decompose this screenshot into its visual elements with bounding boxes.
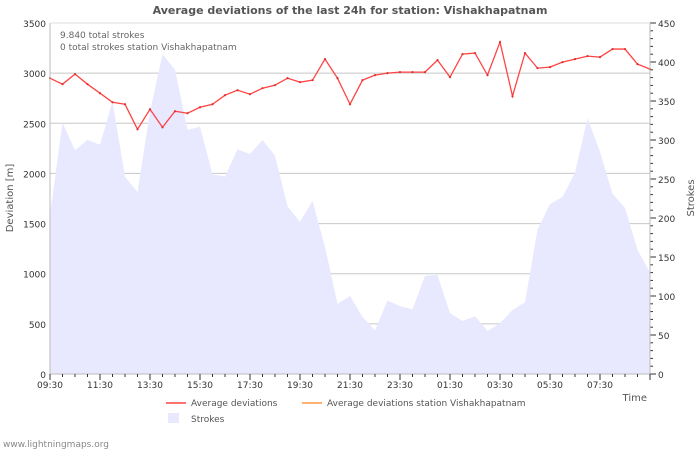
avg-deviation-point — [623, 47, 627, 51]
x-tick-label: 09:30 — [37, 381, 63, 391]
y2-tick-label: 200 — [658, 215, 675, 225]
avg-deviation-point — [611, 47, 614, 51]
avg-deviation-point — [61, 83, 64, 86]
y2-tick-label: 450 — [658, 20, 675, 30]
avg-deviation-line — [49, 39, 651, 131]
avg-deviation-point — [248, 93, 252, 96]
y2-axis-label: Strokes — [686, 179, 697, 216]
avg-deviation-point — [323, 58, 327, 61]
avg-deviation-point — [286, 77, 289, 80]
avg-deviation-point — [598, 55, 602, 59]
avg-deviation-point — [523, 51, 527, 55]
avg-deviation-point — [473, 51, 477, 55]
x-tick-label: 05:30 — [537, 381, 563, 391]
avg-deviation-point — [411, 71, 414, 74]
x-tick-label: 19:30 — [287, 381, 313, 391]
avg-deviation-point — [98, 92, 102, 95]
y2-tick-label: 0 — [658, 371, 664, 381]
avg-deviation-point — [361, 79, 364, 82]
y2-tick-label: 350 — [658, 98, 675, 108]
avg-deviation-point — [223, 94, 227, 97]
avg-deviation-point — [573, 58, 577, 61]
x-tick-label: 11:30 — [87, 381, 113, 391]
x-tick-label: 01:30 — [437, 381, 463, 391]
legend: Average deviations Average deviations st… — [166, 399, 526, 425]
avg-deviation-point — [423, 71, 427, 74]
avg-deviation-point — [461, 52, 464, 56]
chart-title: Average deviations of the last 24h for s… — [153, 4, 548, 17]
avg-deviation-point — [398, 71, 402, 74]
x-tick-label: 23:30 — [387, 381, 413, 391]
avg-deviation-point — [236, 89, 239, 92]
avg-deviation-point — [536, 67, 539, 70]
y2-tick-label: 100 — [658, 293, 675, 303]
avg-deviation-point — [86, 83, 89, 86]
avg-deviation-point — [636, 63, 639, 66]
avg-deviation-point — [348, 103, 352, 106]
avg-deviation-point — [298, 81, 302, 84]
avg-deviation-point — [186, 112, 189, 115]
y2-tick-label: 400 — [658, 59, 675, 69]
x-tick-label: 15:30 — [187, 381, 213, 391]
avg-deviation-point — [511, 95, 514, 98]
y-tick-label: 2000 — [23, 170, 46, 180]
avg-deviation-point — [498, 40, 502, 44]
x-tick-label: 21:30 — [337, 381, 363, 391]
footer-link[interactable]: www.lightningmaps.org — [3, 440, 109, 450]
annotation-station-strokes: 0 total strokes station Vishakhapatnam — [60, 43, 237, 53]
legend-label-avg: Average deviations — [191, 399, 278, 409]
avg-deviation-point — [486, 74, 489, 77]
x-tick-label: 07:30 — [587, 381, 613, 391]
avg-deviation-point — [386, 72, 389, 75]
avg-deviation-point — [586, 54, 589, 58]
legend-label-strokes: Strokes — [191, 415, 225, 425]
avg-deviation-point — [373, 74, 377, 77]
y-axis-label: Deviation [m] — [5, 164, 16, 233]
avg-deviation-point — [136, 128, 139, 131]
y2-tick-label: 50 — [658, 332, 670, 342]
x-tick-label: 03:30 — [487, 381, 513, 391]
avg-deviation-point — [261, 87, 264, 90]
y-tick-label: 3500 — [23, 20, 46, 30]
y-tick-label: 500 — [29, 321, 46, 331]
avg-deviation-point — [336, 77, 339, 80]
avg-deviation-point — [173, 110, 177, 113]
avg-deviation-point — [111, 101, 114, 104]
y-tick-label: 3000 — [23, 70, 46, 80]
avg-deviation-point — [548, 66, 552, 69]
x-tick-label: 13:30 — [137, 381, 163, 391]
y-tick-label: 2500 — [23, 120, 46, 130]
x-tick-label: 17:30 — [237, 381, 263, 391]
strokes-area — [50, 54, 650, 374]
avg-deviation-point — [198, 106, 202, 109]
y2-tick-label: 150 — [658, 254, 675, 264]
y-tick-label: 1500 — [23, 221, 46, 231]
avg-deviation-point — [148, 108, 152, 111]
legend-swatch-strokes — [168, 413, 179, 423]
avg-deviation-point — [311, 79, 314, 82]
y-tick-label: 0 — [40, 371, 46, 381]
avg-deviation-point — [561, 61, 564, 64]
avg-deviation-point — [73, 73, 77, 76]
legend-label-station: Average deviations station Vishakhapatna… — [327, 399, 526, 409]
y2-tick-label: 250 — [658, 176, 675, 186]
avg-deviation-point — [273, 84, 277, 87]
avg-deviation-point — [123, 103, 127, 106]
avg-deviation-point — [161, 126, 164, 129]
avg-deviation-point — [211, 103, 214, 106]
avg-deviation-point — [436, 59, 439, 62]
y2-tick-label: 300 — [658, 137, 675, 147]
x-axis-label: Time — [622, 393, 647, 404]
y-tick-label: 1000 — [23, 271, 46, 281]
annotation-total-strokes: 9.840 total strokes — [60, 31, 145, 41]
avg-deviation-point — [448, 76, 452, 79]
